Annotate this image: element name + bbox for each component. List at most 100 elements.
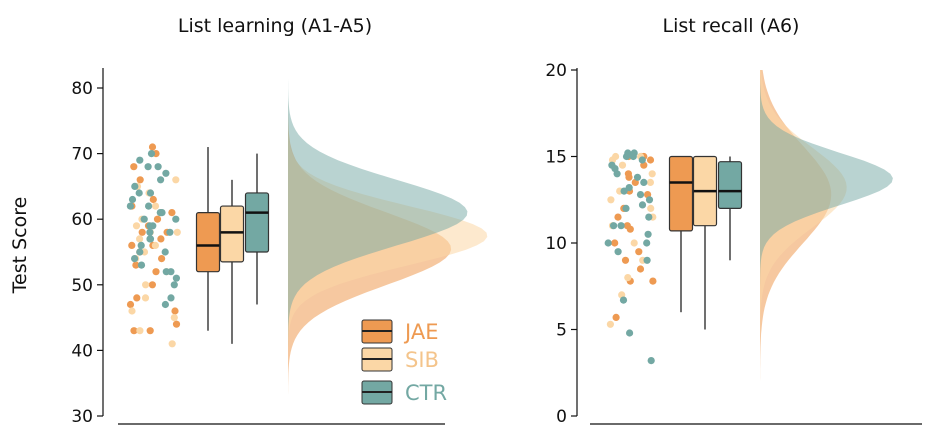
point-jae [147, 327, 154, 334]
point-ctr [643, 239, 650, 246]
box [221, 206, 244, 262]
point-ctr [157, 176, 164, 183]
point-jae [168, 209, 175, 216]
point-jae [647, 156, 654, 163]
point-jae [171, 307, 178, 314]
point-ctr [136, 189, 143, 196]
point-jae [154, 216, 161, 223]
point-jae [137, 176, 144, 183]
point-ctr [172, 216, 179, 223]
point-jae [127, 301, 134, 308]
point-jae [149, 143, 156, 150]
point-ctr [131, 183, 138, 190]
y-tick-label: 0 [556, 407, 567, 427]
point-jae [613, 314, 620, 321]
box [719, 162, 742, 209]
y-tick-label: 40 [71, 341, 93, 361]
point-ctr [162, 170, 169, 177]
y-tick-label: 10 [545, 234, 567, 254]
point-ctr [644, 257, 651, 264]
point-ctr [610, 222, 617, 229]
point-jae [637, 265, 644, 272]
point-ctr [639, 201, 646, 208]
box [246, 193, 269, 252]
point-ctr [645, 214, 652, 221]
boxplot-ctr [719, 157, 742, 261]
point-ctr [141, 216, 148, 223]
point-ctr [605, 239, 612, 246]
point-jae [627, 226, 634, 233]
point-sib [607, 196, 614, 203]
point-jae [649, 278, 656, 285]
box [670, 157, 693, 231]
point-ctr [136, 248, 143, 255]
point-sib [142, 294, 149, 301]
point-sib [631, 239, 638, 246]
point-ctr [171, 281, 178, 288]
boxplot-jae [670, 157, 693, 313]
boxplot-ctr [246, 154, 269, 305]
point-sib [619, 162, 626, 169]
point-ctr [623, 153, 630, 160]
boxplots [197, 147, 269, 344]
point-jae [130, 163, 137, 170]
point-sib [174, 229, 181, 236]
point-sib [172, 176, 179, 183]
y-tick-label: 80 [71, 79, 93, 99]
point-sib [128, 307, 135, 314]
point-ctr [138, 262, 145, 269]
point-ctr [149, 222, 156, 229]
point-ctr [648, 357, 655, 364]
point-ctr [167, 268, 174, 275]
point-jae [622, 257, 629, 264]
point-ctr [614, 170, 621, 177]
point-ctr [645, 231, 652, 238]
y-tick-label: 5 [556, 321, 567, 341]
point-jae [150, 196, 157, 203]
point-ctr [618, 222, 625, 229]
panel-list-recall: List recall (A6) 0 5 10 15 20 [545, 15, 922, 427]
boxplots [670, 157, 742, 330]
point-ctr [622, 205, 629, 212]
point-sib [152, 242, 159, 249]
point-sib [171, 314, 178, 321]
point-ctr [640, 179, 647, 186]
point-ctr [639, 156, 646, 163]
point-ctr [131, 255, 138, 262]
point-ctr [146, 229, 153, 236]
boxplot-jae [197, 147, 220, 331]
point-sib [607, 321, 614, 328]
point-ctr [634, 174, 641, 181]
point-ctr [127, 203, 134, 210]
point-sib [647, 205, 654, 212]
point-jae [128, 242, 135, 249]
y-tick-label: 15 [545, 148, 567, 168]
point-ctr [167, 294, 174, 301]
point-sib [136, 235, 143, 242]
point-ctr [626, 329, 633, 336]
chart-title: List recall (A6) [663, 15, 800, 37]
box [197, 213, 220, 272]
y-ticks: 30 40 50 60 70 80 [71, 79, 103, 427]
density-cloud-sib [760, 70, 847, 416]
point-jae [635, 248, 642, 255]
y-tick-label: 70 [71, 145, 93, 165]
point-jae [625, 174, 632, 181]
point-jae [149, 281, 156, 288]
legend-item-sib: SIB [362, 348, 439, 372]
point-ctr [162, 301, 169, 308]
point-jae [133, 294, 140, 301]
legend-label: SIB [405, 348, 439, 372]
legend: JAE SIB CTR [362, 320, 447, 405]
legend-item-ctr: CTR [362, 381, 447, 405]
point-jae [152, 268, 159, 275]
point-jae [158, 255, 165, 262]
y-tick-label: 60 [71, 210, 93, 230]
boxplot-sib [694, 157, 717, 330]
point-ctr [157, 209, 164, 216]
point-jae [173, 321, 180, 328]
point-ctr [146, 235, 153, 242]
legend-label: JAE [403, 320, 438, 344]
point-ctr [145, 163, 152, 170]
